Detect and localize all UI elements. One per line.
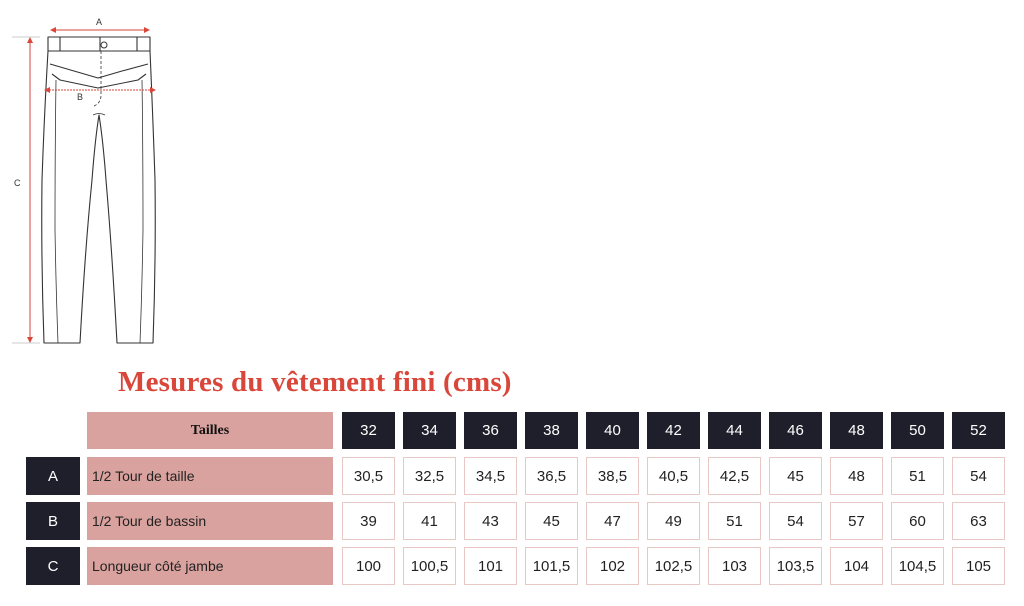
dimension-a-arrow xyxy=(50,27,150,33)
table-cell: 36,5 xyxy=(525,457,578,495)
table-cell: 104,5 xyxy=(891,547,944,585)
dimension-a-label: A xyxy=(96,17,103,27)
button-icon xyxy=(100,41,108,49)
size-column-header: 36 xyxy=(464,412,517,449)
table-cell: 51 xyxy=(891,457,944,495)
table-cell: 30,5 xyxy=(342,457,395,495)
dimension-b-arrow xyxy=(44,87,156,93)
trousers-diagram xyxy=(12,27,156,344)
table-cell: 102,5 xyxy=(647,547,700,585)
table-cell: 45 xyxy=(769,457,822,495)
table-cell: 39 xyxy=(342,502,395,540)
row-letter-badge: C xyxy=(26,547,80,585)
table-cell: 48 xyxy=(830,457,883,495)
row-label: 1/2 Tour de taille xyxy=(87,457,333,495)
table-cell: 101,5 xyxy=(525,547,578,585)
row-letter-badge: B xyxy=(26,502,80,540)
dimension-b-label: B xyxy=(77,92,84,102)
table-cell: 105 xyxy=(952,547,1005,585)
page-title: Mesures du vêtement fini (cms) xyxy=(118,366,512,398)
table-cell: 51 xyxy=(708,502,761,540)
table-cell: 32,5 xyxy=(403,457,456,495)
table-cell: 49 xyxy=(647,502,700,540)
table-cell: 45 xyxy=(525,502,578,540)
dimension-c-arrow xyxy=(12,36,40,344)
table-cell: 102 xyxy=(586,547,639,585)
size-column-header: 38 xyxy=(525,412,578,449)
table-cell: 47 xyxy=(586,502,639,540)
table-cell: 63 xyxy=(952,502,1005,540)
size-column-header: 34 xyxy=(403,412,456,449)
table-cell: 54 xyxy=(769,502,822,540)
table-cell: 57 xyxy=(830,502,883,540)
row-label: 1/2 Tour de bassin xyxy=(87,502,333,540)
table-cell: 34,5 xyxy=(464,457,517,495)
table-cell: 101 xyxy=(464,547,517,585)
dimension-c-label: C xyxy=(14,178,21,188)
table-cell: 100,5 xyxy=(403,547,456,585)
table-cell: 104 xyxy=(830,547,883,585)
row-label: Longueur côté jambe xyxy=(87,547,333,585)
table-cell: 42,5 xyxy=(708,457,761,495)
table-cell: 103 xyxy=(708,547,761,585)
size-column-header: 40 xyxy=(586,412,639,449)
row-letter-badge: A xyxy=(26,457,80,495)
table-cell: 40,5 xyxy=(647,457,700,495)
tailles-header: Tailles xyxy=(87,412,333,449)
table-cell: 38,5 xyxy=(586,457,639,495)
size-column-header: 44 xyxy=(708,412,761,449)
size-column-header: 42 xyxy=(647,412,700,449)
table-cell: 103,5 xyxy=(769,547,822,585)
size-column-header: 52 xyxy=(952,412,1005,449)
size-column-header: 50 xyxy=(891,412,944,449)
table-cell: 43 xyxy=(464,502,517,540)
size-column-header: 48 xyxy=(830,412,883,449)
table-cell: 60 xyxy=(891,502,944,540)
size-column-header: 46 xyxy=(769,412,822,449)
table-cell: 41 xyxy=(403,502,456,540)
table-cell: 54 xyxy=(952,457,1005,495)
size-column-header: 32 xyxy=(342,412,395,449)
table-cell: 100 xyxy=(342,547,395,585)
